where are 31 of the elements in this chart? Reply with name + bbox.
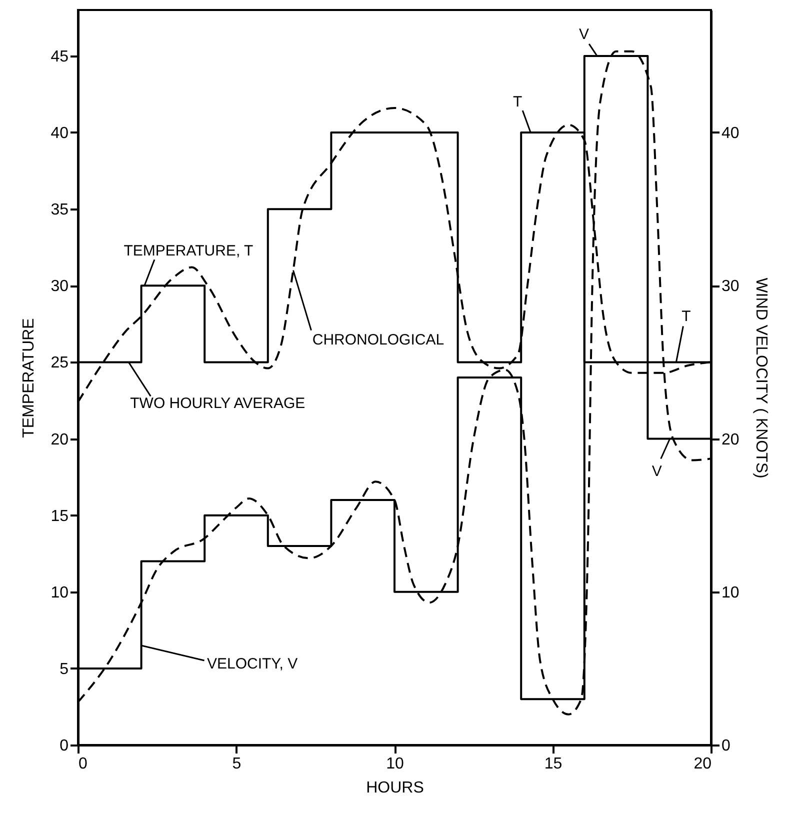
annotation: TEMPERATURE, T [124,242,254,260]
x-tick-label: 0 [78,756,88,772]
y-tick-label: 35 [50,202,69,219]
y-axis-title: TEMPERATURE [20,318,38,438]
y-tick-label: 25 [50,354,69,372]
y2-tick-label: 20 [722,431,740,448]
y2-tick-label: 40 [722,125,740,142]
x-tick-label: 5 [232,756,242,772]
annotation: V [652,462,662,480]
annotation: CHRONOLOGICAL [312,331,444,348]
x-tick-label: 20 [694,756,712,772]
y2-axis-title: WIND VELOCITY ( KNOTS) [752,278,770,478]
y-tick-label: 10 [50,584,69,602]
y2-tick-label: 30 [722,278,740,296]
y-tick-label: 30 [50,278,69,296]
y-tick-label: 45 [50,48,69,66]
y-tick-label: 20 [50,431,69,448]
annotation: T [682,308,691,326]
annotation: V [579,26,590,43]
y-tick-label: 5 [60,660,69,678]
annotation: VELOCITY, V [207,655,298,672]
y-tick-label: 0 [60,738,69,754]
y-tick-label: 15 [50,508,69,525]
annotation: T [513,94,522,110]
y-tick-label: 40 [50,125,69,142]
annotation: TWO HOURLY AVERAGE [130,395,306,412]
x-tick-label: 10 [386,756,404,772]
x-tick-label: 15 [544,756,562,772]
y2-tick-label: 0 [722,738,730,754]
y2-tick-label: 10 [722,584,740,602]
x-axis-title: HOURS [366,780,424,796]
